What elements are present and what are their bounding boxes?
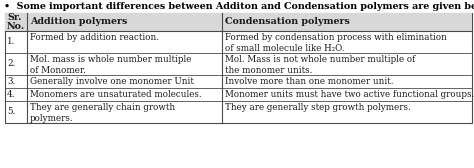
Text: Monomers are unsaturated molecules.: Monomers are unsaturated molecules.: [30, 90, 201, 99]
Bar: [5, 13, 472, 31]
Text: 3.: 3.: [7, 77, 15, 86]
Text: Condensation polymers: Condensation polymers: [225, 17, 350, 27]
Text: Formed by addition reaction.: Formed by addition reaction.: [30, 33, 159, 42]
Text: Involve more than one monomer unit.: Involve more than one monomer unit.: [225, 77, 393, 86]
Text: 1.: 1.: [7, 37, 15, 47]
Text: Formed by condensation process with elimination
of small molecule like H₂O.: Formed by condensation process with elim…: [225, 33, 447, 53]
Text: Mol. Mass is not whole number multiple of
the monomer units.: Mol. Mass is not whole number multiple o…: [225, 55, 415, 75]
Text: They are generally step growth polymers.: They are generally step growth polymers.: [225, 103, 411, 112]
Text: 5.: 5.: [7, 108, 15, 116]
Text: They are generally chain growth
polymers.: They are generally chain growth polymers…: [30, 103, 175, 123]
Text: 2.: 2.: [7, 59, 15, 69]
Bar: [5, 13, 472, 123]
Text: Sr.
No.: Sr. No.: [7, 13, 25, 31]
Text: •  Some important differences between Additon and Condensation polymers are give: • Some important differences between Add…: [4, 2, 474, 11]
Text: Monomer units must have two active functional groups.: Monomer units must have two active funct…: [225, 90, 474, 99]
Text: Generally involve one monomer Unit: Generally involve one monomer Unit: [30, 77, 194, 86]
Text: Addition polymers: Addition polymers: [30, 17, 128, 27]
Text: 4.: 4.: [7, 90, 16, 99]
Text: Mol. mass is whole number multiple
of Monomer.: Mol. mass is whole number multiple of Mo…: [30, 55, 191, 75]
